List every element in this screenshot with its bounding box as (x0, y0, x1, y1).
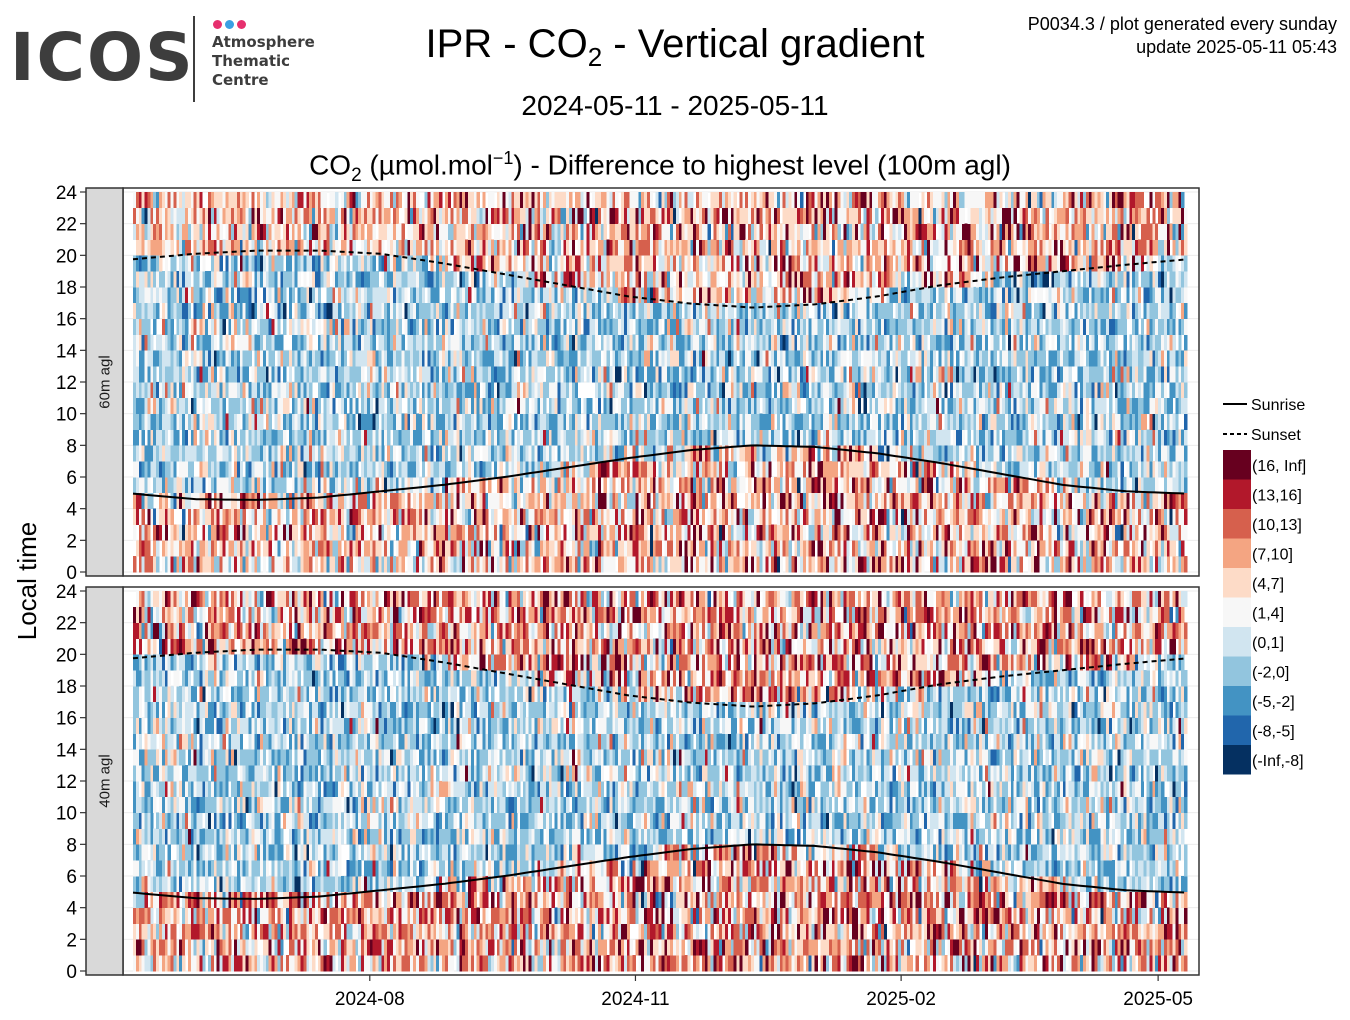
y-tick-label: 22 (56, 614, 77, 635)
y-tick-label: 12 (56, 373, 77, 394)
y-tick-label: 24 (56, 582, 78, 603)
logo-subtitle: Atmosphere Thematic Centre (212, 33, 315, 90)
y-tick-label: 14 (56, 740, 78, 761)
panel-strip-label: 60m agl (97, 355, 114, 408)
y-tick-label: 0 (66, 563, 77, 584)
logo-dots (213, 16, 249, 34)
y-tick-label: 10 (56, 804, 77, 825)
legend-swatch (1223, 745, 1251, 775)
plot-meta: P0034.3 / plot generated every sunday up… (1028, 13, 1337, 59)
subtitle-co: CO (309, 149, 352, 181)
chart-title: IPR - CO2 - Vertical gradient (300, 20, 1050, 81)
title-subscript: 2 (587, 42, 603, 72)
y-tick-label: 2 (66, 930, 77, 951)
legend-label: (7,10] (1252, 547, 1293, 564)
logo-divider (193, 16, 195, 102)
y-tick-label: 14 (56, 341, 78, 362)
legend-label: (4,7] (1252, 576, 1284, 593)
y-tick-label: 8 (66, 835, 77, 856)
chart-subtitle: CO2 (µmol.mol−1) - Difference to highest… (200, 138, 1120, 196)
heatmap-cells (133, 591, 1188, 972)
logo-subtitle-line: Thematic (212, 52, 291, 70)
x-tick-label: 2024-11 (601, 989, 669, 1010)
legend-swatch (1223, 538, 1251, 568)
subtitle-co-subscript: 2 (351, 164, 362, 186)
y-tick-label: 12 (56, 772, 77, 793)
legend-swatch (1223, 686, 1251, 716)
y-tick-label: 0 (66, 962, 77, 983)
legend-layer: Sunrise Sunset (16, Inf] (13,16] (10,13] (7,1… (1223, 397, 1306, 775)
sunrise-line (132, 444, 1185, 501)
x-tick-label: 2025-02 (866, 989, 936, 1010)
x-tick-label: 2024-08 (335, 989, 405, 1010)
logo-subtitle-line: Atmosphere (212, 33, 315, 51)
y-tick-label: 18 (56, 278, 77, 299)
y-tick-label: 4 (66, 899, 77, 920)
logo-dot (213, 20, 222, 29)
sunset-line (132, 648, 1185, 708)
subtitle-unit: (µmol.mol (361, 149, 493, 181)
legend-label: (13,16] (1252, 488, 1302, 505)
logo-dot (237, 20, 246, 29)
legend-swatch (1223, 479, 1251, 509)
legend-sunrise-label: Sunrise (1251, 397, 1305, 414)
legend-swatch (1223, 597, 1251, 627)
subtitle-unit-superscript: −1 (492, 148, 514, 168)
sunset-line (132, 249, 1185, 309)
legend-label: (1,4] (1252, 606, 1284, 623)
title-rest: - Vertical gradient (602, 22, 925, 66)
y-tick-label: 10 (56, 405, 77, 426)
legend-sunset-label: Sunset (1251, 427, 1301, 444)
y-tick-label: 16 (56, 310, 77, 331)
legend-label: (-2,0] (1252, 665, 1289, 682)
sunrise-line (132, 843, 1185, 900)
x-tick-label: 2025-05 (1123, 989, 1193, 1010)
y-axis-title: Local time (12, 522, 42, 641)
subtitle-rest: ) - Difference to highest level (100m ag… (513, 149, 1011, 181)
panel-60m: 60m agl (85, 187, 1200, 577)
legend-swatch (1223, 656, 1251, 686)
legend-label: (-8,-5] (1252, 724, 1295, 741)
date-range: 2024-05-11 - 2025-05-11 (521, 90, 829, 121)
y-tick-label: 6 (66, 867, 77, 888)
y-tick-label: 18 (56, 677, 77, 698)
legend-swatch (1223, 627, 1251, 657)
panels-layer: 60m agl 40m agl (85, 187, 1200, 976)
meta-plot-id: P0034.3 / plot generated every sunday (1027, 14, 1337, 34)
y-tick-label: 6 (66, 468, 77, 489)
legend-label: (0,1] (1252, 635, 1284, 652)
y-tick-label: 22 (56, 215, 77, 236)
legend-swatch (1223, 509, 1251, 539)
panel-40m: 40m agl (85, 586, 1200, 976)
y-tick-label: 16 (56, 709, 77, 730)
logo-subtitle-line: Centre (212, 71, 269, 89)
meta-update-time: update 2025-05-11 05:43 (1136, 37, 1337, 57)
logo-dot (225, 20, 234, 29)
legend-swatch (1223, 450, 1251, 480)
y-tick-label: 2 (66, 531, 77, 552)
y-tick-label: 24 (56, 183, 78, 204)
y-tick-label: 4 (66, 500, 77, 521)
legend-label: (-Inf,-8] (1252, 753, 1304, 770)
y-tick-label: 8 (66, 436, 77, 457)
legend-label: (10,13] (1252, 517, 1302, 534)
title-main: IPR - CO (425, 22, 588, 66)
legend-label: (16, Inf] (1252, 458, 1306, 475)
icos-logo-text: ICOS (10, 19, 195, 96)
heatmap-cells (133, 192, 1188, 573)
legend-label: (-5,-2] (1252, 694, 1295, 711)
panel-strip-label: 40m agl (97, 754, 114, 807)
legend-swatch (1223, 568, 1251, 598)
y-tick-label: 20 (56, 246, 77, 267)
y-tick-label: 20 (56, 645, 77, 666)
legend-swatch (1223, 715, 1251, 745)
axes-layer: 0246810121416182022240246810121416182022… (12, 183, 1193, 1010)
